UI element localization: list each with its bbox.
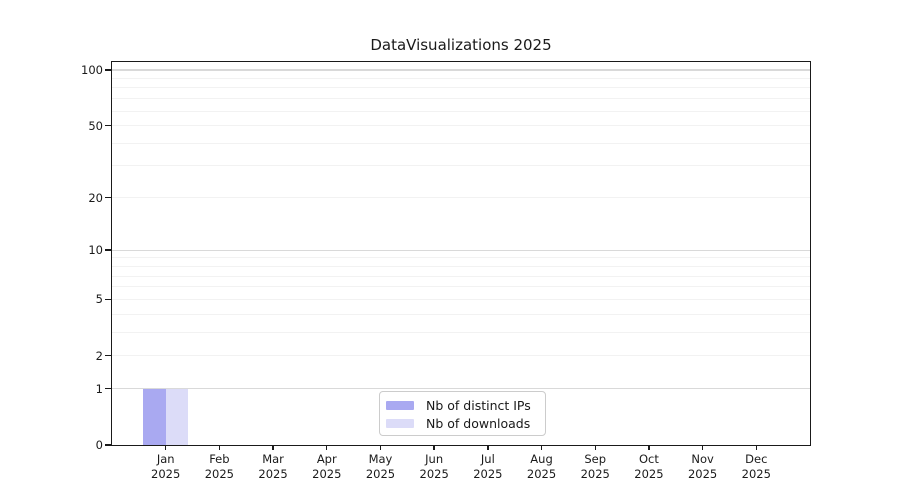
x-tick-label: Mar 2025 xyxy=(242,452,304,482)
gridline-minor xyxy=(112,286,810,288)
x-tick-label: Dec 2025 xyxy=(725,452,787,482)
x-tick-year: 2025 xyxy=(419,467,449,481)
y-tick-label: 50 xyxy=(88,118,103,133)
bar-nb-of-distinct-ips-jan xyxy=(143,388,166,445)
gridline-minor xyxy=(112,265,810,267)
x-tick-year: 2025 xyxy=(473,467,503,481)
gridline-minor xyxy=(112,165,810,167)
x-tick-year: 2025 xyxy=(526,467,557,481)
x-tick-mark xyxy=(433,445,435,450)
x-tick-label: Feb 2025 xyxy=(188,452,250,482)
y-tick-label: 100 xyxy=(81,63,103,78)
x-tick-label: Sep 2025 xyxy=(564,452,626,482)
x-tick-mark xyxy=(272,445,274,450)
x-tick-mark xyxy=(326,445,328,450)
x-tick-mark xyxy=(701,445,704,450)
x-tick-mark xyxy=(648,445,650,450)
gridline-minor xyxy=(112,331,810,333)
legend-swatch-downloads xyxy=(386,419,414,428)
gridline-minor xyxy=(112,142,810,144)
x-tick-year: 2025 xyxy=(151,467,181,481)
x-tick-mark xyxy=(164,445,167,450)
gridline-minor xyxy=(112,313,810,315)
legend-label-downloads: Nb of downloads xyxy=(426,416,531,431)
x-tick-year: 2025 xyxy=(580,467,610,481)
y-tick-mark xyxy=(105,249,112,251)
y-tick-mark xyxy=(105,69,112,71)
gridline-minor xyxy=(112,257,810,259)
y-tick-mark xyxy=(105,124,112,127)
gridline-minor xyxy=(112,110,810,112)
x-tick-mark xyxy=(594,445,596,450)
y-tick-label: 1 xyxy=(95,381,103,396)
x-tick-label: Jun 2025 xyxy=(403,452,465,482)
y-tick-label: 5 xyxy=(95,292,103,307)
x-tick-year: 2025 xyxy=(741,467,771,481)
x-tick-label: Nov 2025 xyxy=(672,452,734,482)
y-tick-mark xyxy=(105,196,112,199)
x-tick-year: 2025 xyxy=(365,467,396,481)
y-tick-label: 10 xyxy=(88,243,103,258)
gridline-minor xyxy=(112,298,810,300)
y-tick-mark xyxy=(105,355,112,357)
x-tick-mark xyxy=(218,445,221,450)
x-tick-label: Jul 2025 xyxy=(457,452,519,482)
x-tick-year: 2025 xyxy=(312,467,342,481)
x-tick-year: 2025 xyxy=(204,467,235,481)
legend-swatch-distinct-ips xyxy=(386,401,414,410)
x-tick-label: Apr 2025 xyxy=(296,452,358,482)
bar-nb-of-downloads-jan xyxy=(165,388,188,445)
x-tick-year: 2025 xyxy=(258,467,288,481)
gridline-minor xyxy=(112,275,810,277)
x-tick-mark xyxy=(755,445,757,450)
gridline-minor xyxy=(112,87,810,89)
x-tick-label: May 2025 xyxy=(349,452,411,482)
gridline-major xyxy=(112,388,810,390)
gridline-minor xyxy=(112,78,810,79)
x-tick-mark xyxy=(540,445,543,450)
x-tick-label: Oct 2025 xyxy=(618,452,680,482)
plot-area xyxy=(111,61,811,446)
y-tick-label: 20 xyxy=(88,190,103,205)
legend: Nb of distinct IPs Nb of downloads xyxy=(379,391,546,436)
x-tick-label: Aug 2025 xyxy=(511,452,573,482)
gridline-minor xyxy=(112,125,810,127)
legend-item-downloads: Nb of downloads xyxy=(386,415,545,432)
x-tick-label: Jan 2025 xyxy=(135,452,197,482)
y-tick-label: 2 xyxy=(95,348,103,363)
chart-title: DataVisualizations 2025 xyxy=(370,36,552,54)
gridline-minor xyxy=(112,355,810,357)
gridline-major xyxy=(112,69,810,71)
gridline-major xyxy=(112,249,810,251)
y-tick-mark xyxy=(105,298,112,301)
y-tick-mark xyxy=(105,444,112,446)
x-tick-mark xyxy=(379,445,382,450)
x-tick-year: 2025 xyxy=(634,467,664,481)
x-tick-mark xyxy=(487,445,489,450)
legend-item-distinct-ips: Nb of distinct IPs xyxy=(386,397,545,414)
x-tick-year: 2025 xyxy=(687,467,718,481)
legend-label-distinct-ips: Nb of distinct IPs xyxy=(426,398,531,413)
y-tick-label: 0 xyxy=(95,438,103,452)
gridline-minor xyxy=(112,197,810,199)
y-tick-mark xyxy=(105,387,112,390)
gridline-minor xyxy=(112,98,810,100)
